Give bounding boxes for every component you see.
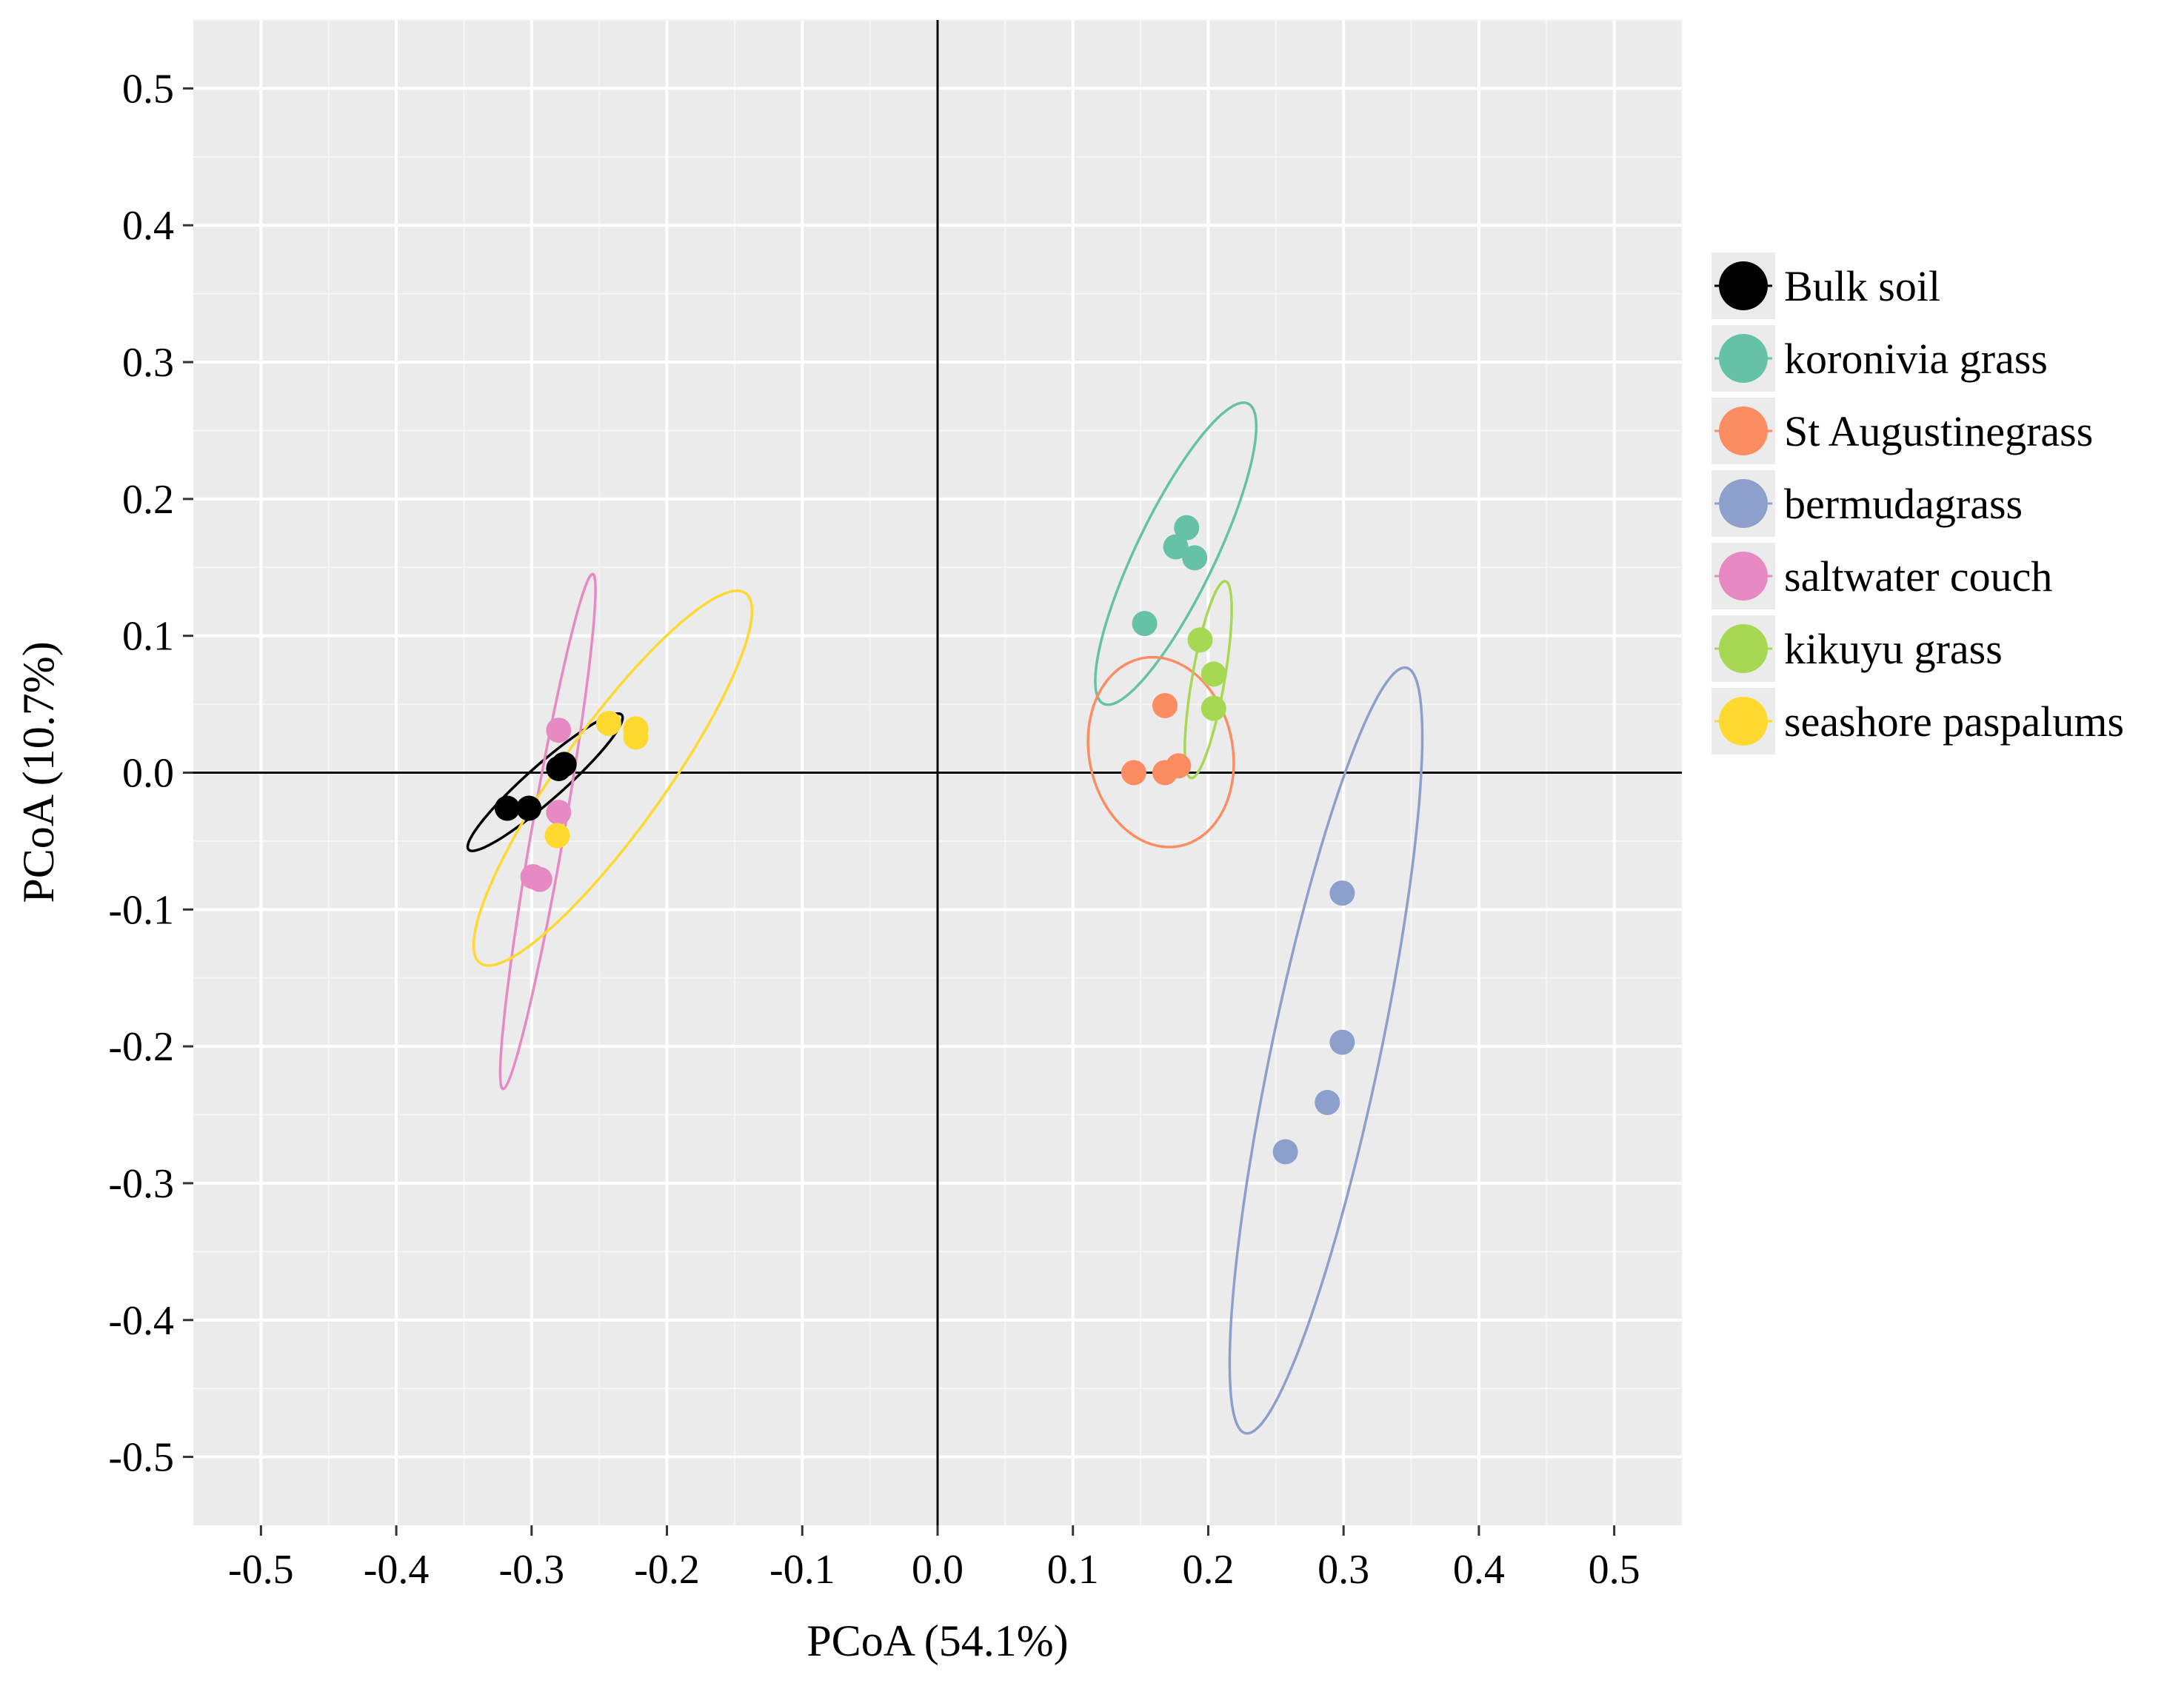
point-koronivia-grass: [1182, 545, 1208, 571]
legend-key-seashore-paspalums: [1719, 697, 1768, 746]
point-bermudagrass: [1315, 1089, 1340, 1115]
x-tick-label: -0.1: [769, 1547, 835, 1593]
ellipse-bulk-soil: [466, 712, 624, 852]
point-bermudagrass: [1329, 1029, 1355, 1055]
y-tick-label: -0.1: [108, 887, 174, 933]
data-points: [494, 515, 1355, 1165]
point-seashore-paspalums: [623, 716, 649, 742]
reference-lines: [193, 20, 1682, 1525]
legend-key-koronivia-grass: [1719, 334, 1768, 383]
y-tick-label: 0.2: [122, 477, 174, 523]
legend-label-seashore-paspalums: seashore paspalums: [1784, 698, 2124, 746]
point-bulk-soil: [551, 752, 577, 777]
point-st-augustinegrass: [1152, 692, 1178, 718]
legend: Bulk soil koronivia grass St Augustinegras…: [1712, 252, 2124, 755]
point-bulk-soil: [516, 795, 542, 821]
point-saltwater-couch: [527, 866, 552, 892]
y-axis-title: PCoA (10.7%): [14, 641, 63, 903]
y-tick-label: 0.4: [122, 203, 174, 249]
x-tick-label: -0.2: [634, 1547, 700, 1593]
legend-label-st-augustinegrass: St Augustinegrass: [1784, 407, 2093, 455]
legend-key-saltwater-couch: [1719, 552, 1768, 601]
legend-key-bermudagrass: [1719, 479, 1768, 528]
legend-key-st-augustinegrass: [1719, 407, 1768, 455]
x-tick-label: 0.1: [1047, 1547, 1099, 1593]
y-tick-label: -0.4: [108, 1298, 174, 1344]
y-tick-label: 0.1: [122, 614, 174, 660]
x-tick-label: 0.0: [912, 1547, 964, 1593]
legend-label-bulk-soil: Bulk soil: [1784, 262, 1940, 310]
x-tick-label: -0.3: [498, 1547, 564, 1593]
ellipse-saltwater-couch: [498, 572, 597, 1091]
x-axis-title: PCoA (54.1%): [807, 1616, 1068, 1665]
point-bermudagrass: [1272, 1139, 1298, 1165]
ellipse-koronivia-grass: [1094, 401, 1258, 706]
y-tick-label: -0.2: [108, 1024, 174, 1070]
y-axis-ticks: -0.5 -0.4 -0.3 -0.2 -0.1 0.0 0.1 0.2 0.3 0.4 0.5: [108, 66, 193, 1481]
group-ellipses: [466, 401, 1424, 1435]
x-tick-label: -0.4: [364, 1547, 430, 1593]
point-seashore-paspalums: [544, 823, 570, 849]
point-saltwater-couch: [546, 800, 572, 826]
point-saltwater-couch: [546, 717, 572, 743]
legend-label-kikuyu-grass: kikuyu grass: [1784, 625, 2003, 673]
x-tick-label: 0.3: [1318, 1547, 1369, 1593]
ellipse-bermudagrass: [1228, 666, 1424, 1435]
point-koronivia-grass: [1132, 611, 1158, 637]
legend-key-bulk-soil: [1719, 261, 1768, 310]
x-tick-label: 0.2: [1182, 1547, 1234, 1593]
point-bulk-soil: [494, 795, 520, 821]
ellipse-seashore-paspalums: [472, 589, 754, 967]
ellipse-st-augustinegrass: [1086, 655, 1235, 849]
y-tick-label: -0.3: [108, 1161, 174, 1207]
legend-label-koronivia-grass: koronivia grass: [1784, 335, 2048, 383]
point-koronivia-grass: [1163, 534, 1189, 560]
point-kikuyu-grass: [1187, 627, 1213, 653]
point-seashore-paspalums: [595, 710, 621, 736]
point-koronivia-grass: [1174, 515, 1200, 541]
legend-key-kikuyu-grass: [1719, 624, 1768, 673]
point-bermudagrass: [1329, 880, 1355, 906]
y-tick-label: 0.5: [122, 66, 174, 112]
y-tick-label: 0.3: [122, 340, 174, 386]
y-tick-label: 0.0: [122, 751, 174, 797]
x-tick-label: -0.5: [228, 1547, 294, 1593]
point-st-augustinegrass: [1121, 760, 1146, 786]
x-tick-label: 0.5: [1589, 1547, 1640, 1593]
legend-label-bermudagrass: bermudagrass: [1784, 480, 2023, 528]
point-kikuyu-grass: [1200, 661, 1226, 687]
y-tick-label: -0.5: [108, 1435, 174, 1481]
x-tick-label: 0.4: [1453, 1547, 1505, 1593]
point-st-augustinegrass: [1166, 753, 1192, 779]
x-axis-ticks: -0.5 -0.4 -0.3 -0.2 -0.1 0.0 0.1 0.2 0.3 0.4 0.5: [228, 1525, 1640, 1593]
legend-label-saltwater-couch: saltwater couch: [1784, 552, 2052, 601]
point-kikuyu-grass: [1200, 695, 1226, 721]
